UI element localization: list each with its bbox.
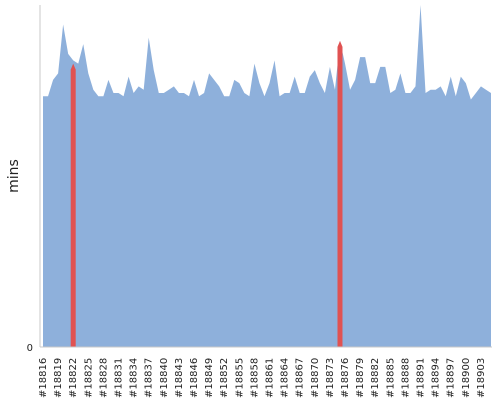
x-tick-label: #18852 [219, 358, 230, 398]
x-tick-label: #18897 [446, 358, 457, 398]
x-tick-label: #18894 [431, 358, 442, 398]
x-tick-label: #18831 [114, 358, 125, 398]
x-tick-label: #18882 [370, 358, 381, 398]
x-tick-label: #18819 [53, 358, 64, 398]
x-tick-label: #18828 [98, 358, 109, 398]
x-tick-label: #18822 [68, 358, 79, 398]
x-tick-label: #18885 [385, 358, 396, 398]
x-tick-label: #18870 [310, 358, 321, 398]
x-tick-label: #18849 [204, 358, 215, 398]
x-tick-label: #18879 [355, 358, 366, 398]
x-tick-label: #18825 [83, 358, 94, 398]
x-tick-label: #18837 [144, 358, 155, 398]
x-tick-label: #18903 [476, 358, 487, 398]
x-tick-label: #18864 [280, 358, 291, 398]
highlight-bar-18822 [70, 63, 76, 347]
x-tick-label: #18855 [234, 358, 245, 398]
x-tick-label: #18834 [129, 358, 140, 398]
y-axis-label: mins [6, 159, 22, 193]
x-tick-label: #18891 [416, 358, 427, 398]
y-tick-label: 0 [27, 343, 33, 354]
y-tick-layer: 0 [27, 343, 33, 354]
highlight-bar-18875 [337, 40, 343, 347]
x-tick-layer: #18816 #18819 #18822 #18825 #18828 #18831 #188… [38, 358, 487, 398]
x-tick-label: #18861 [265, 358, 276, 398]
x-tick-label: #18873 [325, 358, 336, 398]
x-tick-label: #18843 [174, 358, 185, 398]
x-tick-label: #18900 [461, 358, 472, 398]
x-tick-label: #18858 [249, 358, 260, 398]
x-tick-label: #18846 [189, 358, 200, 398]
series-area [43, 5, 491, 347]
x-tick-label: #18867 [295, 358, 306, 398]
x-tick-label: #18876 [340, 358, 351, 398]
highlight-layer [70, 40, 343, 347]
area-layer [43, 5, 491, 347]
x-tick-label: #18840 [159, 358, 170, 398]
x-tick-label: #18816 [38, 358, 49, 398]
x-tick-label: #18888 [400, 358, 411, 398]
